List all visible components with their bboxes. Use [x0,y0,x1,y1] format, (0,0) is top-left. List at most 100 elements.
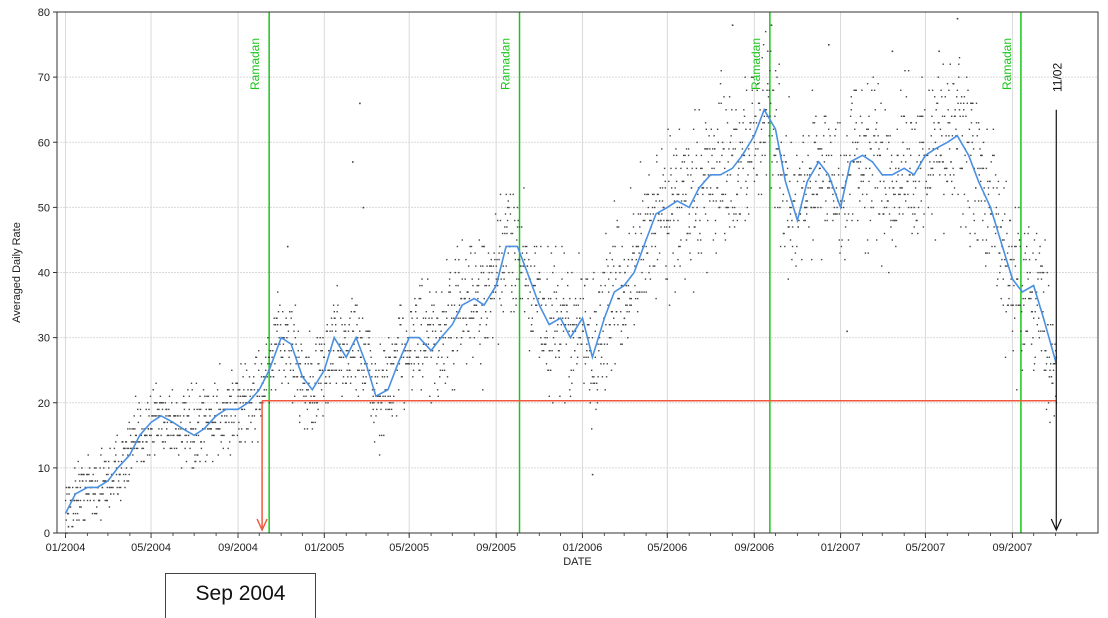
scatter-point [814,206,816,209]
scatter-point [590,382,592,384]
scatter-point [972,148,975,150]
scatter-point [868,115,870,117]
scatter-point [297,330,299,332]
scatter-point [504,232,506,235]
scatter-point [806,206,808,209]
scatter-point [131,428,133,430]
scatter-point [158,402,161,404]
scatter-point [505,193,507,196]
scatter-point [386,363,389,365]
scatter-point [728,213,730,215]
scatter-point [873,154,875,157]
scatter-point [699,219,701,222]
scatter-point [901,187,903,189]
scatter-point [316,402,318,404]
scatter-point [134,428,136,430]
scatter-point [1003,239,1005,241]
scatter-point [995,206,997,209]
scatter-point [738,213,741,215]
scatter-point [648,271,650,274]
scatter-point [923,213,925,215]
scatter-point [516,278,518,280]
scatter-point [783,232,785,235]
scatter-point [999,265,1002,267]
scatter-point [342,376,345,378]
scatter-point [216,428,219,430]
scatter-point [989,180,991,183]
scatter-point [965,76,968,78]
scatter-point [703,206,705,209]
scatter-point [1015,245,1017,248]
scatter-point [67,525,70,528]
scatter-point [274,389,277,391]
scatter-point [566,304,568,306]
scatter-point [830,154,833,157]
scatter-point [431,350,434,352]
scatter-point [199,460,201,463]
scatter-point [929,187,932,189]
scatter-point [924,109,926,111]
scatter-point [336,284,338,287]
scatter-point [485,337,487,339]
scatter-point [426,356,428,358]
scatter-point [429,324,432,326]
scatter-point [627,258,630,261]
scatter-point [994,232,997,235]
scatter-point [135,434,137,437]
scatter-point [555,356,557,358]
scatter-point [663,226,666,228]
scatter-point [763,115,765,117]
scatter-point [338,369,340,371]
scatter-point [141,447,143,450]
scatter-point [124,486,126,489]
scatter-point [734,128,736,130]
scatter-point [943,167,946,170]
scatter-point [571,271,573,274]
scatter-point [734,148,736,150]
scatter-point [858,187,860,189]
scatter-point [744,76,746,78]
scatter-point [366,330,369,332]
scatter-point [575,304,577,306]
scatter-point [738,161,740,163]
scatter-point [211,434,213,437]
scatter-point [874,109,876,111]
scatter-point [719,161,721,163]
ramadan-label: Ramadan [248,38,262,90]
scatter-point [523,187,525,189]
scatter-point [615,271,617,274]
scatter-point [714,232,717,235]
scatter-point [614,363,616,365]
scatter-point [648,174,650,176]
scatter-point [733,206,736,209]
scatter-point [929,174,932,176]
scatter-point [982,141,985,144]
scatter-point [361,337,363,339]
scatter-point [342,356,345,358]
scatter-point [520,265,522,267]
scatter-point [375,415,377,417]
scatter-point [692,180,694,183]
scatter-point [942,63,944,65]
scatter-point [511,271,514,274]
scatter-point [819,167,821,170]
scatter-point [869,141,871,144]
scatter-point [641,291,643,293]
scatter-point [294,376,296,378]
scatter-point [1011,245,1013,248]
scatter-point [182,402,184,404]
scatter-point [326,324,328,326]
y-axis-title: Averaged Daily Rate [11,222,23,323]
scatter-point [476,311,478,313]
scatter-point [448,337,450,339]
scatter-point [668,226,671,228]
scatter-point [190,382,193,384]
scatter-point [929,161,931,163]
scatter-point [754,154,756,157]
scatter-point [875,128,877,130]
scatter-point [567,284,569,287]
scatter-point [796,245,798,248]
scatter-point [506,226,508,228]
scatter-point [255,408,258,411]
